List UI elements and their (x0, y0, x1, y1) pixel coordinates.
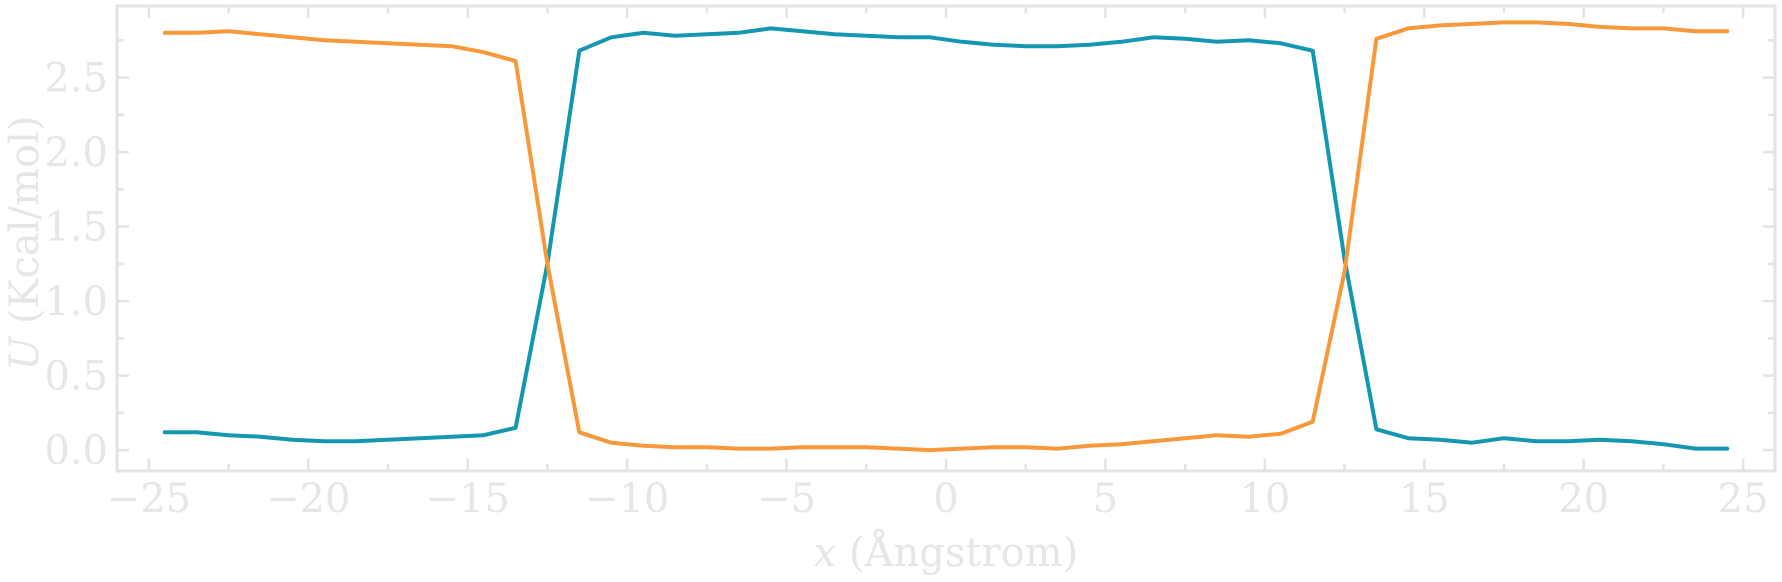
plot-frame (115, 4, 1777, 473)
x-tick-label: 15 (1399, 476, 1450, 522)
y-tick-label: 2.0 (44, 130, 108, 176)
x-tick-label: 25 (1718, 476, 1769, 522)
y-axis-var: U (2, 335, 48, 370)
x-axis-title: x (Ångstrom) (814, 529, 1078, 576)
x-tick-label: 0 (933, 476, 958, 522)
y-tick-label: 0.5 (44, 354, 108, 400)
y-tick-label: 0.0 (44, 428, 108, 474)
series-layer (162, 20, 1730, 453)
x-tick-label: 10 (1239, 476, 1290, 522)
y-axis-unit: (Kcal/mol) (2, 116, 48, 337)
x-tick-label: −5 (757, 476, 816, 522)
x-tick-label: −20 (266, 476, 350, 522)
x-tick-label: 20 (1558, 476, 1609, 522)
y-tick-label: 1.0 (44, 279, 108, 325)
ticks-layer (117, 6, 1775, 471)
y-tick-label: 1.5 (44, 205, 108, 251)
x-axis-var: x (814, 530, 837, 576)
x-tick-label: 5 (1093, 476, 1118, 522)
series-line-2 (162, 20, 1730, 453)
tick-labels-layer: −25 −20 −15 −10 −5 0 5 10 15 20 25 0.0 0.5 1.0 1.5 2.0 2… (44, 56, 1768, 522)
x-axis-unit: (Ångstrom) (836, 529, 1078, 576)
x-tick-label: −10 (585, 476, 669, 522)
x-tick-label: −15 (426, 476, 510, 522)
x-tick-label: −25 (107, 476, 191, 522)
y-tick-label: 2.5 (44, 56, 108, 102)
y-axis-title: U (Kcal/mol) (2, 116, 48, 371)
series-line-1 (162, 26, 1730, 451)
